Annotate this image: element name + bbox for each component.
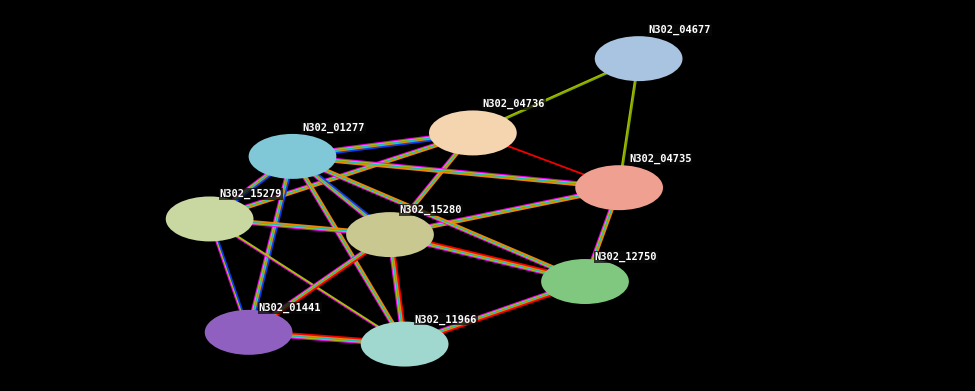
Text: N302_04735: N302_04735 — [629, 154, 691, 164]
Ellipse shape — [361, 321, 448, 367]
Text: N302_12750: N302_12750 — [595, 252, 657, 262]
Ellipse shape — [575, 165, 663, 210]
Ellipse shape — [541, 259, 629, 304]
Text: N302_15280: N302_15280 — [400, 205, 462, 215]
Text: N302_01277: N302_01277 — [302, 123, 365, 133]
Ellipse shape — [166, 196, 254, 241]
Text: N302_15279: N302_15279 — [219, 189, 282, 199]
Ellipse shape — [429, 110, 517, 155]
Ellipse shape — [595, 36, 682, 81]
Text: N302_04677: N302_04677 — [648, 25, 711, 35]
Text: N302_11966: N302_11966 — [414, 314, 477, 325]
Ellipse shape — [205, 310, 292, 355]
Ellipse shape — [249, 134, 336, 179]
Ellipse shape — [346, 212, 434, 257]
Text: N302_04736: N302_04736 — [483, 99, 545, 109]
Text: N302_01441: N302_01441 — [258, 303, 321, 313]
